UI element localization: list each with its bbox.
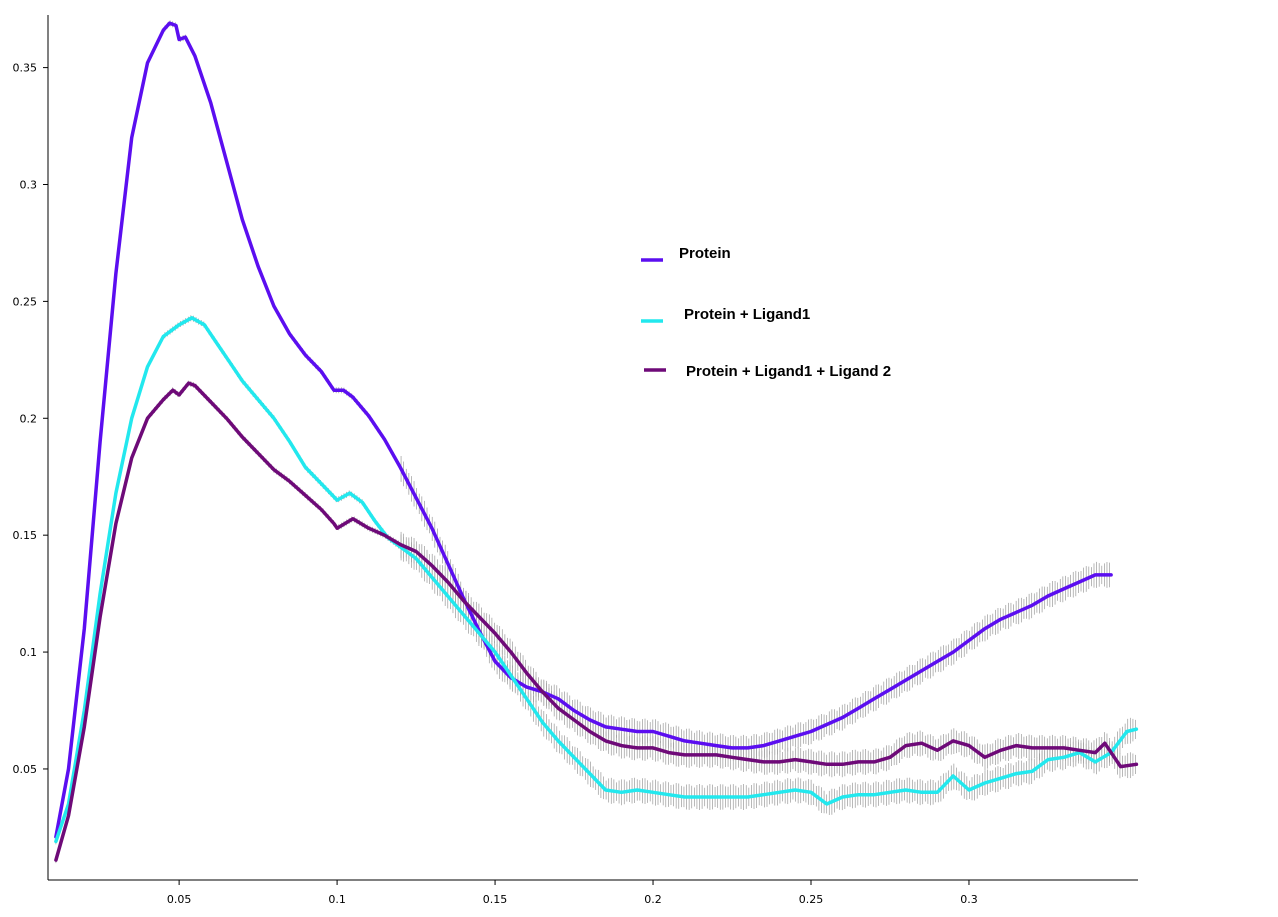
series-line-2 [54, 316, 1139, 844]
legend-label-protein: Protein [679, 245, 731, 262]
y-tick-label: 0.25 [13, 295, 38, 308]
y-tick-label: 0.1 [20, 646, 38, 659]
y-ticks: 0.05 0.1 0.15 0.2 0.25 0.3 0.35 [13, 62, 48, 776]
x-tick-label: 0.25 [799, 893, 824, 906]
x-tick-label: 0.1 [328, 893, 346, 906]
x-tick-label: 0.05 [167, 893, 192, 906]
x-ticks: 0.05 0.1 0.15 0.2 0.25 0.3 [167, 880, 978, 906]
series-line-1 [54, 21, 1113, 839]
legend: Protein Protein + Ligand1 Protein + Liga… [641, 245, 891, 380]
series-lines [54, 21, 1139, 862]
x-tick-label: 0.2 [644, 893, 662, 906]
legend-label-ligand1: Protein + Ligand1 [684, 306, 810, 323]
series-line-3 [54, 381, 1139, 862]
x-tick-label: 0.15 [483, 893, 508, 906]
axes [47, 15, 1138, 881]
y-tick-label: 0.2 [20, 412, 38, 425]
y-tick-label: 0.05 [13, 763, 38, 776]
x-tick-label: 0.3 [960, 893, 978, 906]
y-tick-label: 0.15 [13, 529, 38, 542]
legend-label-ligand1-ligand2: Protein + Ligand1 + Ligand 2 [686, 363, 891, 380]
y-tick-label: 0.3 [20, 178, 38, 191]
y-tick-label: 0.35 [13, 62, 38, 75]
